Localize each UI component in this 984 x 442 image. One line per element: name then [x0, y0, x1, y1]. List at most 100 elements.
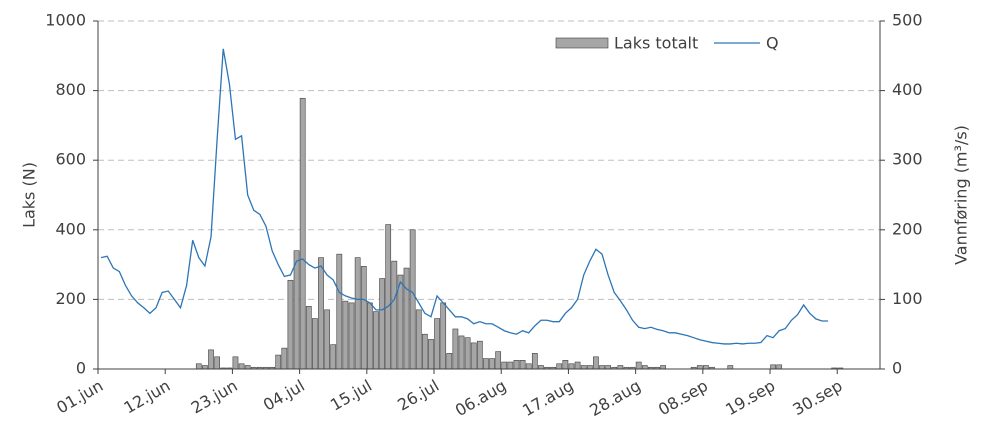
bar: [287, 279, 294, 370]
bar: [580, 365, 587, 370]
y-axis-label: Laks (N): [20, 162, 39, 228]
y-tick-label: 600: [55, 150, 86, 169]
bar: [495, 351, 502, 370]
bar: [458, 335, 465, 370]
bar: [409, 229, 416, 370]
bar: [318, 257, 324, 370]
bar: [519, 359, 526, 370]
x-tick-label: 23.jun: [188, 376, 241, 418]
bar: [483, 358, 489, 370]
bar: [562, 359, 569, 370]
bar: [538, 365, 544, 370]
bar: [660, 365, 666, 370]
bar: [244, 365, 251, 370]
bar: [593, 356, 599, 370]
x-tick-label: 15.jul: [327, 376, 375, 415]
bar: [367, 302, 373, 370]
x-tick-label: 28.aug: [586, 376, 644, 420]
bar: [556, 363, 563, 370]
y-tick-label: 400: [55, 219, 86, 238]
bar: [635, 361, 642, 370]
bar: [275, 354, 282, 370]
bar: [574, 361, 581, 370]
bar: [599, 365, 605, 370]
bar: [770, 364, 776, 370]
bar: [489, 358, 495, 370]
bar: [476, 340, 483, 370]
bar: [397, 274, 404, 370]
y-tick-label: 800: [55, 80, 86, 99]
bar: [703, 365, 709, 370]
y2-axis-label: Vannføring (m³/s): [952, 125, 971, 265]
bar: [342, 300, 349, 370]
bar: [434, 318, 440, 370]
bar: [293, 250, 300, 370]
bar: [354, 257, 361, 370]
bar: [281, 347, 288, 370]
y-tick-label: 0: [76, 359, 86, 378]
bar: [312, 318, 318, 370]
bar: [403, 267, 410, 370]
bar: [696, 365, 703, 370]
bar: [470, 342, 477, 370]
y2-tick-label: 100: [892, 289, 923, 308]
bar: [232, 356, 239, 370]
x-tick-label: 12.jun: [121, 376, 174, 418]
bar: [513, 359, 520, 370]
y2-tick-label: 0: [892, 359, 902, 378]
bar: [214, 356, 220, 370]
x-tick-label: 17.aug: [519, 376, 577, 420]
bar: [195, 363, 202, 370]
bar: [776, 364, 783, 370]
bar: [464, 337, 471, 370]
bar: [440, 302, 447, 370]
x-tick-label: 04.jul: [260, 376, 308, 415]
bar: [202, 365, 208, 370]
bar: [421, 333, 428, 370]
y2-tick-label: 200: [892, 219, 923, 238]
bar: [617, 365, 624, 370]
x-tick-label: 08.sep: [655, 376, 711, 419]
bar: [415, 309, 422, 370]
bar: [348, 302, 355, 370]
y2-tick-label: 400: [892, 80, 923, 99]
bar: [507, 361, 514, 370]
x-tick-label: 01.jun: [53, 376, 106, 418]
legend-label: Q: [766, 34, 779, 53]
bar: [385, 224, 392, 370]
y-tick-label: 1000: [45, 11, 86, 30]
bar: [360, 266, 367, 370]
y2-tick-label: 500: [892, 11, 923, 30]
bar: [373, 311, 379, 370]
bar: [586, 365, 593, 370]
bar: [324, 309, 330, 370]
x-tick-label: 30.sep: [789, 376, 845, 419]
bar: [336, 253, 343, 370]
bar: [446, 353, 453, 370]
bar: [525, 363, 532, 370]
bar: [428, 339, 434, 370]
bar: [727, 365, 734, 370]
bar: [605, 365, 611, 370]
bar: [208, 349, 214, 370]
x-tick-label: 26.jul: [394, 376, 442, 415]
bar: [379, 278, 385, 370]
bar: [330, 344, 337, 370]
bar: [501, 361, 508, 370]
bar: [452, 328, 459, 370]
y-tick-label: 200: [55, 289, 86, 308]
legend-swatch: [555, 37, 609, 49]
bar: [299, 97, 306, 370]
bar: [568, 363, 575, 370]
line: [100, 48, 829, 345]
legend-label: Laks totalt: [614, 34, 698, 53]
bar: [641, 365, 648, 370]
x-tick-label: 19.sep: [722, 376, 778, 419]
bar: [531, 353, 538, 370]
y2-tick-label: 300: [892, 150, 923, 169]
x-tick-label: 06.aug: [452, 376, 510, 420]
bar: [238, 363, 245, 370]
bar: [391, 260, 398, 370]
bar: [305, 306, 312, 370]
